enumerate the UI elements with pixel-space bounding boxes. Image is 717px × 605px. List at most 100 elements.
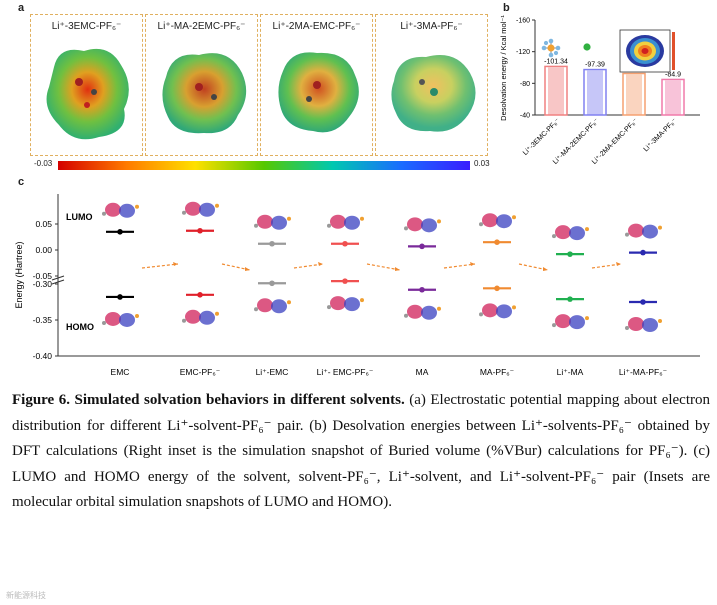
c-x-tick-label: EMC-PF₆⁻ xyxy=(180,367,221,377)
homo-orbital-snapshot xyxy=(552,314,589,330)
b-y-label: Desolvation energy / Kcal mol⁻¹ xyxy=(499,15,508,121)
esp-scale-max: 0.03 xyxy=(474,159,490,168)
homo-point xyxy=(342,278,348,284)
c-x-tick-label: EMC xyxy=(111,367,130,377)
lumo-point xyxy=(640,249,646,256)
lumo-orbital-snapshot xyxy=(625,223,662,239)
transition-arrow xyxy=(141,263,179,269)
c-y-tick-label: 0.00 xyxy=(35,245,52,255)
c-axis-break xyxy=(51,275,65,285)
transition-arrow-head xyxy=(245,267,250,271)
b-bars xyxy=(544,65,685,116)
b-value-label: -101.34 xyxy=(544,58,568,65)
transition-arrow-head xyxy=(470,262,475,266)
b-bar xyxy=(661,78,685,116)
homo-orbital-snapshot xyxy=(182,309,219,325)
li-ion-inset xyxy=(583,43,591,51)
lumo-orbital-snapshot xyxy=(182,201,219,217)
esp-cell-1: Li⁺-3EMC-PF₆⁻ xyxy=(30,14,143,156)
homo-point xyxy=(419,286,425,293)
lumo-point xyxy=(419,243,425,250)
c-y-ticks: 0.05 0.00 -0.05-0.30 -0.35 -0.40 xyxy=(33,219,58,361)
b-x-tick-label: Li⁺-3EMC-PF₆⁻ xyxy=(522,117,562,157)
caption-text: (a) Electrostatic potential mapping abou… xyxy=(12,392,711,510)
c-energy-levels xyxy=(106,227,657,305)
lumo-point xyxy=(197,227,203,234)
homo-point xyxy=(567,296,573,302)
lumo-orbital-snapshot xyxy=(102,202,139,218)
b-bar xyxy=(583,68,607,116)
b-y-ticks: -40 -80 -120 -160 xyxy=(516,18,535,120)
c-x-tick-label: MA-PF₆⁻ xyxy=(480,367,515,377)
b-bar-fill xyxy=(587,70,603,115)
b-y-tick-label: -120 xyxy=(516,49,530,56)
transition-arrow-head xyxy=(395,267,400,271)
esp-cell-2: Li⁺-MA-2EMC-PF₆⁻ xyxy=(145,14,258,156)
esp-title-2: Li⁺-MA-2EMC-PF₆⁻ xyxy=(157,21,246,32)
c-y-tick-label: -0.05 xyxy=(33,271,53,281)
transition-arrow-head xyxy=(173,262,178,266)
lumo-point xyxy=(342,240,348,247)
c-transition-arrows xyxy=(141,262,622,271)
homo-orbital-snapshot xyxy=(625,317,662,332)
b-bar-fill xyxy=(548,67,564,115)
b-bar xyxy=(544,65,568,116)
esp-cell-3: Li⁺-2MA-EMC-PF₆⁻ xyxy=(260,14,373,156)
homo-point xyxy=(117,294,123,300)
homo-orbital-snapshot xyxy=(254,298,291,314)
b-value-label: -97.39 xyxy=(585,62,605,69)
transition-arrow xyxy=(443,263,476,269)
c-y-tick-label: -0.40 xyxy=(33,351,53,361)
b-x-tick-labels: Li⁺-3EMC-PF₆⁻Li⁺-MA-2EMC-PF₆⁻Li⁺-2MA-EMC… xyxy=(522,117,679,166)
esp-map-4 xyxy=(391,55,476,132)
lumo-orbital-snapshot xyxy=(404,217,441,233)
buried-volume-inset xyxy=(619,29,675,73)
c-y-tick-label: 0.05 xyxy=(35,219,52,229)
homo-point xyxy=(640,299,646,305)
transition-arrow-head xyxy=(543,267,548,271)
esp-map-2 xyxy=(162,53,247,134)
homo-point xyxy=(269,280,275,287)
b-y-tick-label: -80 xyxy=(520,81,530,88)
esp-scale-min: -0.03 xyxy=(34,159,53,168)
homo-label: HOMO xyxy=(66,322,94,332)
esp-color-scale xyxy=(58,161,470,170)
orbital-energy-chart: Energy (Hartree) LUMO HOMO 0.05 0.00 -0.05… xyxy=(14,194,700,377)
c-x-tick-label: Li⁺-MA-PF₆⁻ xyxy=(619,367,668,377)
esp-map-3 xyxy=(278,52,359,133)
lumo-orbital-snapshot xyxy=(254,214,291,230)
panel-b-label: b xyxy=(503,2,510,14)
homo-orbital-snapshot xyxy=(479,303,516,319)
lumo-point xyxy=(494,239,500,245)
pf6-molecule-inset xyxy=(541,38,561,58)
b-y-tick-label: -160 xyxy=(516,18,530,25)
homo-orbital-snapshot xyxy=(404,304,441,320)
lumo-point xyxy=(117,229,123,235)
lumo-orbital-snapshot xyxy=(479,213,516,229)
b-value-label: -84.9 xyxy=(665,71,681,78)
figure-caption: Figure 6. Simulated solvation behaviors … xyxy=(12,388,710,516)
watermark: 新能源科技 xyxy=(6,591,46,600)
transition-arrow-head xyxy=(318,262,323,266)
b-x-tick-label: Li⁺-3MA-PF₆⁻ xyxy=(643,117,679,153)
esp-cell-4: Li⁺-3MA-PF₆⁻ xyxy=(375,14,488,156)
homo-point xyxy=(494,285,500,292)
esp-map-1 xyxy=(46,48,129,140)
c-x-tick-label: Li⁺-MA xyxy=(557,367,584,377)
esp-panel: Li⁺-3EMC-PF₆⁻ Li⁺-MA-2EMC-PF₆⁻ Li⁺-2MA-E… xyxy=(30,14,490,170)
c-x-tick-label: Li⁺-EMC xyxy=(256,367,289,377)
transition-arrow-head xyxy=(616,262,621,266)
b-bar-fill xyxy=(626,74,642,115)
lumo-orbital-snapshot xyxy=(327,214,364,230)
homo-orbital-snapshot xyxy=(327,296,364,312)
panel-c-label: c xyxy=(18,176,25,188)
homo-orbital-snapshot xyxy=(102,311,139,327)
c-orbital-snapshots xyxy=(102,201,662,332)
lumo-point xyxy=(567,251,573,257)
lumo-point xyxy=(269,240,275,247)
c-y-tick-label: -0.35 xyxy=(33,315,53,325)
lumo-orbital-snapshot xyxy=(552,225,589,241)
b-bar xyxy=(622,72,646,116)
panel-a-label: a xyxy=(18,2,25,14)
transition-arrow xyxy=(293,263,324,269)
